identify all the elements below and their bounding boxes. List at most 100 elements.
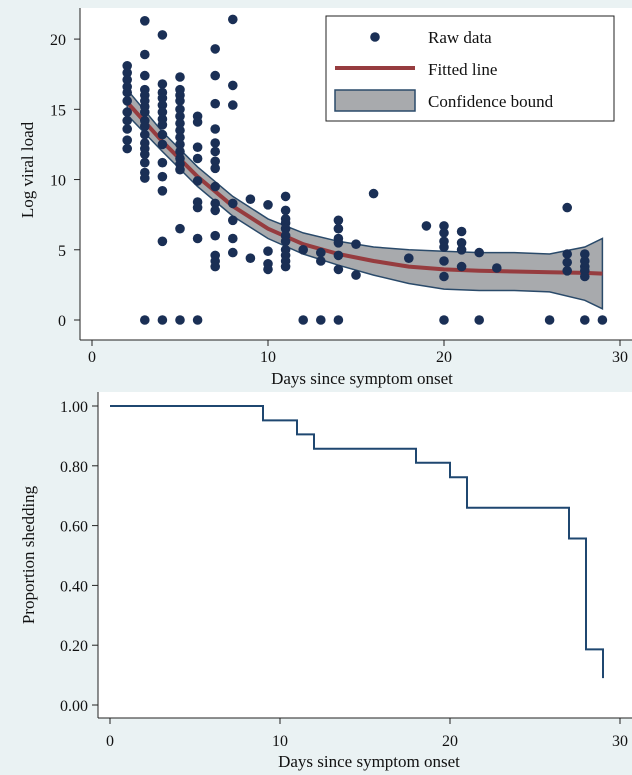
data-point: [122, 61, 132, 71]
x-tick-label: 0: [88, 349, 96, 366]
data-point: [597, 315, 608, 325]
x-axis-title: Days since symptom onset: [271, 369, 453, 388]
data-point: [192, 142, 203, 152]
x-tick-label: 30: [612, 733, 628, 750]
y-tick-label: 10: [50, 173, 66, 190]
y-tick-label: 0.40: [60, 578, 88, 595]
data-point: [175, 132, 185, 143]
legend: Raw data Fitted line Confidence bound: [325, 15, 615, 122]
survival-curve-layer: [110, 405, 604, 679]
data-point: [456, 238, 467, 248]
data-point: [157, 315, 168, 325]
data-point: [210, 146, 220, 157]
legend-marker-raw-data: [370, 32, 380, 42]
data-point: [157, 157, 168, 168]
data-point: [228, 100, 238, 110]
x-tick-label: 30: [612, 349, 628, 366]
data-point: [562, 266, 572, 276]
data-point: [245, 253, 256, 263]
data-point: [439, 221, 449, 231]
data-point: [263, 264, 273, 275]
data-point: [316, 256, 326, 266]
data-point: [280, 261, 291, 272]
data-point: [351, 239, 361, 249]
data-point: [210, 156, 220, 167]
data-point: [122, 135, 132, 145]
data-point: [298, 245, 309, 255]
data-point: [175, 118, 185, 129]
data-point: [580, 271, 590, 282]
data-point: [228, 247, 238, 258]
data-point: [140, 70, 150, 81]
fitted-line: [125, 100, 603, 276]
data-point: [210, 163, 220, 174]
data-point: [456, 261, 467, 272]
data-point: [439, 271, 449, 282]
y-axis-title: Proportion shedding: [19, 485, 38, 624]
data-point: [562, 202, 572, 213]
data-point: [228, 198, 238, 209]
data-point: [140, 49, 150, 60]
fitted-line-layer: [125, 100, 603, 276]
data-point: [210, 230, 220, 241]
survival-plot-area: [98, 392, 632, 718]
data-point: [316, 315, 326, 325]
y-tick-label: 5: [58, 243, 66, 260]
y-tick-label: 0.80: [60, 459, 88, 476]
data-point: [210, 44, 220, 54]
data-point: [157, 30, 168, 40]
data-point: [140, 149, 150, 160]
data-point: [175, 72, 185, 82]
data-point: [122, 96, 132, 106]
data-point: [280, 205, 291, 216]
data-point: [175, 139, 185, 150]
data-point: [157, 79, 168, 89]
data-point: [157, 186, 168, 196]
data-point: [175, 125, 185, 136]
x-tick-label: 0: [106, 733, 114, 750]
data-point: [192, 233, 203, 244]
data-point: [421, 221, 432, 231]
y-tick-label: 1.00: [60, 399, 88, 416]
y-tick-label: 20: [50, 32, 66, 49]
scatter-axes: 0 10 20 30 0 5 10 15 20: [50, 8, 632, 366]
data-point: [157, 100, 168, 110]
data-point: [228, 233, 238, 244]
x-tick-label: 20: [442, 733, 458, 750]
data-point: [140, 157, 150, 168]
data-point: [140, 129, 150, 140]
data-point: [175, 104, 185, 115]
data-point: [175, 164, 185, 175]
data-point: [404, 253, 414, 263]
data-point: [175, 111, 185, 122]
data-point: [157, 120, 168, 130]
data-point: [456, 245, 467, 255]
data-point: [439, 256, 449, 266]
data-point: [140, 315, 150, 325]
data-point: [280, 223, 291, 234]
data-point: [456, 226, 467, 237]
legend-label-confidence-bound: Confidence bound: [428, 92, 554, 111]
data-point: [580, 315, 590, 325]
data-point: [210, 124, 220, 134]
data-point: [210, 261, 220, 272]
survival-panel: 0 10 20 30 0.00 0.20 0.40 0.60 0.80 1.00 Days sin…: [19, 392, 632, 771]
data-point: [210, 138, 220, 148]
data-point: [333, 238, 344, 248]
data-point: [122, 107, 132, 117]
scatter-panel: 0 10 20 30 0 5 10 15 20 Raw data Fitted line Con…: [18, 8, 632, 388]
data-point: [157, 171, 168, 182]
data-point: [157, 139, 168, 150]
x-axis-title: Days since symptom onset: [278, 752, 460, 771]
data-point: [157, 236, 168, 247]
raw-data-points: [122, 14, 608, 325]
data-point: [439, 228, 449, 238]
data-point: [228, 80, 238, 91]
data-point: [175, 315, 185, 325]
data-point: [175, 146, 185, 157]
data-point: [210, 205, 220, 216]
data-point: [351, 270, 361, 280]
data-point: [263, 200, 273, 210]
survival-step-line: [110, 405, 604, 679]
data-point: [175, 223, 185, 234]
